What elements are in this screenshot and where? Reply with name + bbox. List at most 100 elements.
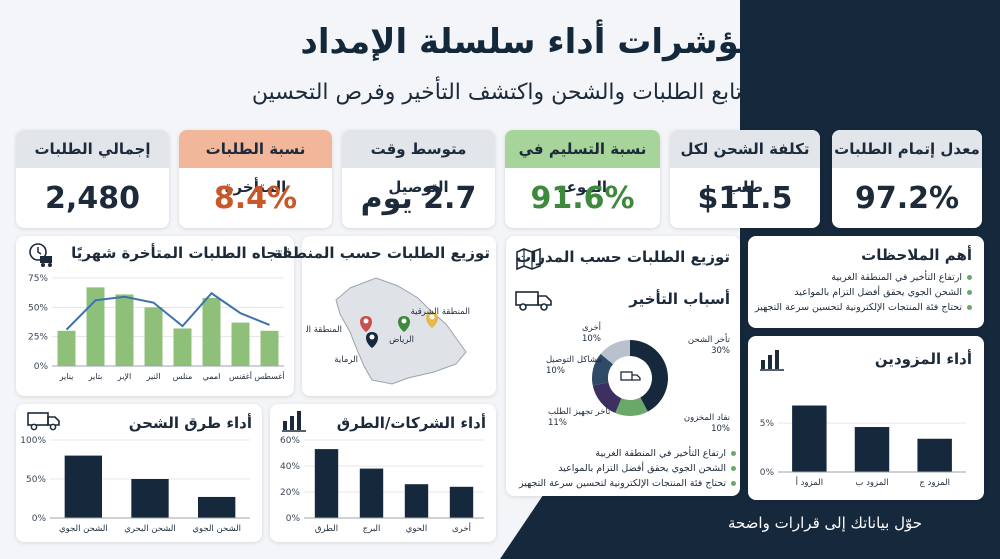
x-tick-label: النير	[146, 372, 161, 381]
carriers-chart: 0% 20% 40% 60% الطرق البرج الحوي أخرى	[280, 436, 484, 534]
kpi-card: تكلفة الشحن لكل طلب $11.5	[670, 130, 820, 228]
bar	[359, 468, 384, 518]
y-tick-label: 25%	[28, 333, 48, 343]
region-label-riyadh: الرياض	[389, 335, 414, 345]
y-tick-label: 20%	[280, 488, 300, 498]
slice-value: 10%	[711, 424, 730, 434]
donut-slice	[630, 340, 668, 412]
note-item: تحتاج فئة المنتجات الإلكترونية لتحسين سر…	[755, 302, 972, 313]
kpi-label: معدل إتمام الطلبات	[832, 130, 982, 168]
slice-value: 11%	[548, 418, 567, 428]
bar-chart-icon	[760, 350, 784, 371]
kpi-label: نسبة الطلبات المتأخرة	[179, 130, 332, 196]
notes-list: ارتفاع التأخير في المنطقة الغربية الشحن …	[755, 272, 972, 317]
y-tick-label: 40%	[280, 462, 300, 472]
kpi-label: متوسط وقت التوصيل	[342, 130, 495, 196]
x-tick-label: البرج	[363, 524, 381, 534]
x-tick-label: الشحن الجوي	[192, 524, 241, 534]
slice-value: 10%	[582, 334, 601, 344]
kpi-label: تكلفة الشحن لكل طلب	[670, 130, 820, 196]
reasons-title: توزيع الطلبات حسب المدرات	[516, 248, 730, 266]
x-tick-label: منلس	[173, 372, 193, 381]
reasons-note-item: تحتاج فئة المنتجات الإلكترونية لتحسين سر…	[519, 478, 736, 489]
x-tick-label: المزود ب	[855, 478, 888, 488]
suppliers-panel	[748, 336, 984, 500]
bar	[64, 455, 102, 518]
region-label-ramaya: الرماية	[334, 355, 358, 365]
page-subtitle: تابع الطلبات والشحن واكتشف التأخير وفرص …	[251, 80, 742, 105]
reasons-note-item: الشحن الجوي يحقق أفضل التزام بالمواعيد	[519, 463, 736, 474]
reasons-panel	[506, 236, 740, 496]
kpi-value: 2,480	[45, 181, 140, 216]
y-tick-label: 100%	[20, 436, 46, 446]
region-label-east: المنطقة الشرقية	[411, 307, 470, 317]
x-tick-label: المزود أ	[796, 476, 824, 488]
bar	[792, 405, 827, 472]
note-item: ارتفاع التأخير في المنطقة الغربية	[755, 272, 972, 283]
region-title: توزيع الطلبات حسب المنطقة	[273, 244, 490, 262]
x-tick-label: أخرى	[452, 522, 471, 534]
notes-title: أهم الملاحظات	[861, 246, 972, 264]
donut-slice	[592, 382, 622, 414]
slice-label: تأخر الشحن	[688, 333, 731, 345]
tagline: حوّل بياناتك إلى قرارات واضحة	[727, 514, 923, 532]
bar	[404, 484, 429, 518]
trend-line	[65, 291, 270, 331]
y-tick-label: 60%	[280, 436, 300, 446]
x-tick-label: المزود ج	[919, 478, 950, 488]
map-icon	[516, 247, 541, 271]
donut-slice	[600, 340, 630, 365]
reasons-note-item: ارتفاع التأخير في المنطقة الغربية	[519, 448, 736, 459]
kpi-card: نسبة التسليم في الموعد 91.6%	[505, 130, 660, 228]
pin-red-icon	[360, 316, 372, 332]
bar	[173, 328, 192, 366]
bar	[917, 438, 952, 472]
bar	[231, 322, 250, 366]
y-tick-label: 0%	[286, 514, 301, 524]
pin-green-icon	[398, 316, 410, 332]
reasons-subtitle: أسباب التأخير	[629, 290, 730, 308]
y-tick-label: 0%	[32, 514, 47, 524]
kpi-value: $11.5	[697, 181, 793, 216]
kpi-value: 2.7 يوم	[360, 181, 477, 216]
suppliers-chart: 0% 5% المزود أ المزود ب المزود ج	[760, 405, 966, 488]
bar	[57, 330, 76, 366]
kpi-card: نسبة الطلبات المتأخرة 8.4%	[179, 130, 332, 228]
y-tick-label: 50%	[28, 303, 48, 313]
slice-label: تأخر تجهيز الطلب	[548, 405, 611, 417]
kpi-value: 91.6%	[530, 181, 635, 216]
kpi-value: 8.4%	[213, 181, 298, 216]
kpi-value: 97.2%	[854, 181, 960, 216]
y-tick-label: 50%	[26, 475, 46, 485]
y-tick-label: 5%	[760, 419, 775, 429]
x-tick-label: يناير	[59, 372, 74, 381]
x-tick-label: الإبر	[117, 372, 131, 382]
notes-panel	[748, 236, 984, 328]
shipping-chart: 0% 50% 100% الشحن الجوي الشحن البحري الشحن ال…	[20, 436, 250, 534]
bar	[854, 427, 890, 472]
bar	[131, 479, 169, 518]
x-tick-label: بتاير	[88, 372, 103, 381]
trend-title: اتجاه الطلبات المتأخرة شهريًا	[71, 244, 288, 262]
slice-label: مشاكل التوصيل	[546, 355, 602, 365]
kpi-label: نسبة التسليم في الموعد	[505, 130, 660, 196]
kpi-card: متوسط وقت التوصيل 2.7 يوم	[342, 130, 495, 228]
y-tick-label: 75%	[28, 274, 48, 284]
y-tick-label: 0%	[34, 362, 49, 372]
y-tick-label: 0%	[760, 468, 775, 478]
bar	[260, 330, 279, 366]
slice-value: 30%	[711, 346, 730, 356]
trend-chart: 0% 25% 50% 75% يناير بتاير الإبر النير منلس اممي أ…	[28, 274, 285, 382]
bar	[144, 307, 163, 366]
bar	[202, 297, 221, 366]
center-truck-icon	[620, 371, 633, 381]
center-truck-cab	[632, 374, 641, 381]
kpi-label: إجمالي الطلبات	[16, 130, 169, 168]
region-label-west: المنطقة الغربية	[306, 325, 342, 335]
x-tick-label: اممي	[203, 372, 221, 381]
x-tick-label: أغقنس	[229, 371, 252, 381]
bar	[86, 287, 105, 366]
x-tick-label: الطرق	[315, 524, 338, 534]
page-title: مؤشرات أداء سلسلة الإمداد	[300, 22, 760, 62]
